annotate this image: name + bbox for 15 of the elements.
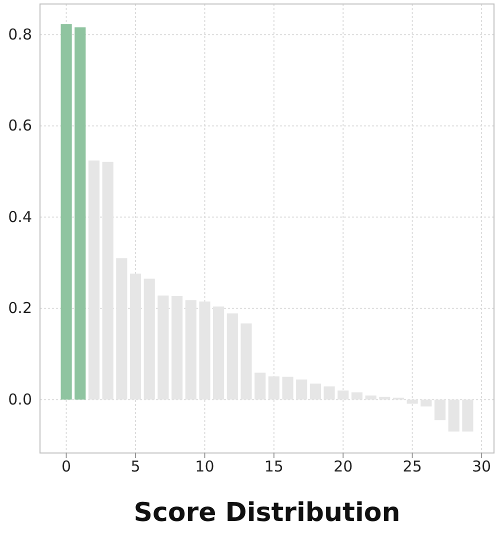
x-tick-label: 15 [264, 458, 284, 476]
y-tick-label: 0.0 [8, 390, 32, 408]
bar [74, 27, 86, 400]
y-tick-label: 0.2 [8, 299, 32, 318]
y-tick-label: 0.4 [8, 208, 32, 226]
y-tick-label: 0.8 [8, 25, 32, 44]
x-tick-label: 30 [472, 458, 492, 476]
x-tick-label: 10 [195, 458, 214, 476]
x-tick-label: 0 [62, 458, 72, 476]
x-tick-label: 20 [334, 458, 353, 476]
x-tick-label: 25 [402, 458, 422, 476]
x-axis-title: Score Distribution [134, 498, 400, 528]
y-tick-label: 0.6 [8, 116, 32, 135]
bar [60, 24, 72, 400]
x-tick-label: 5 [130, 458, 140, 476]
